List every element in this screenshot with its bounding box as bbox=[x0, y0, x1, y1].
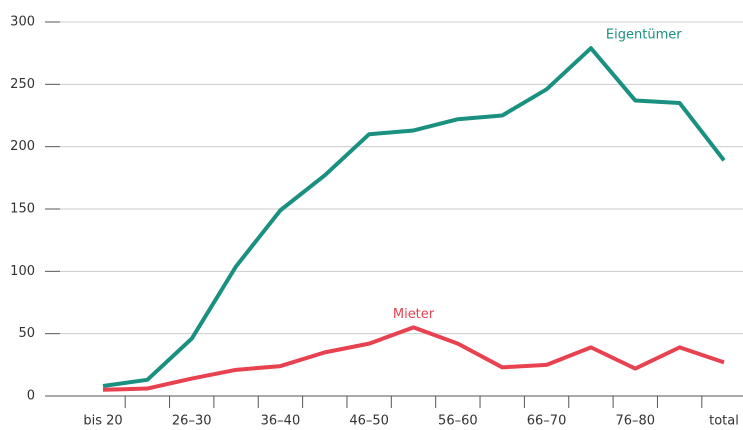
x-tick-label: 46–50 bbox=[349, 414, 389, 429]
series-label: Mieter bbox=[393, 307, 435, 322]
x-tick-label: 36–40 bbox=[261, 414, 301, 429]
x-tick-label: 66–70 bbox=[527, 414, 567, 429]
y-tick-label: 250 bbox=[10, 77, 35, 92]
y-tick-label: 50 bbox=[18, 326, 35, 341]
y-tick-label: 0 bbox=[27, 389, 35, 404]
y-tick-label: 150 bbox=[10, 202, 35, 217]
line bbox=[102, 325, 725, 392]
line bbox=[102, 46, 726, 389]
y-tick-label: 300 bbox=[10, 15, 35, 30]
x-tick-label: 56–60 bbox=[438, 414, 478, 429]
series-label: Eigentümer bbox=[606, 28, 682, 43]
y-tick-label: 200 bbox=[10, 139, 35, 154]
x-tick-label: 76–80 bbox=[615, 414, 655, 429]
x-tick-label: total bbox=[709, 414, 739, 429]
x-tick-label: 26–30 bbox=[172, 414, 212, 429]
y-tick-label: 100 bbox=[10, 264, 35, 279]
x-tick-label: bis 20 bbox=[83, 414, 122, 429]
